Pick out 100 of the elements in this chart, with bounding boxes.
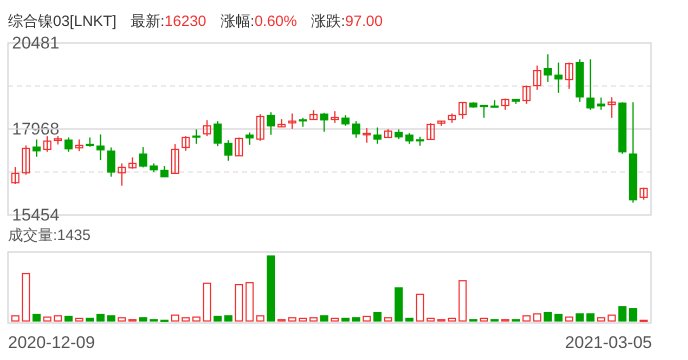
candlestick bbox=[608, 96, 616, 118]
text: 97.00 bbox=[345, 13, 383, 30]
bar bbox=[246, 282, 254, 322]
candlestick bbox=[202, 120, 212, 137]
candlestick bbox=[256, 114, 264, 142]
candlestick bbox=[224, 139, 232, 162]
candlestick bbox=[182, 135, 190, 152]
bar bbox=[298, 318, 307, 322]
bar bbox=[426, 318, 435, 322]
candlestick bbox=[192, 128, 200, 144]
bar bbox=[628, 308, 638, 322]
bar bbox=[224, 315, 232, 322]
bar bbox=[352, 317, 360, 322]
candlestick bbox=[640, 187, 648, 200]
candlestick bbox=[234, 136, 244, 156]
bar bbox=[596, 317, 606, 322]
bar bbox=[554, 314, 563, 322]
bar bbox=[22, 272, 30, 322]
candlestick bbox=[11, 166, 20, 185]
bar bbox=[288, 317, 296, 322]
text: 0.60% bbox=[254, 13, 297, 30]
bar bbox=[256, 315, 264, 322]
candlestick bbox=[75, 138, 84, 152]
candlestick bbox=[266, 112, 276, 136]
bar bbox=[437, 319, 446, 322]
bar bbox=[480, 318, 488, 322]
bar bbox=[96, 314, 105, 322]
text: 2020-12-09 bbox=[8, 333, 95, 352]
bar bbox=[608, 314, 616, 322]
bar bbox=[75, 318, 84, 322]
text: 涨跌: bbox=[310, 13, 346, 30]
text: 16230 bbox=[164, 13, 206, 30]
text: 2021-03-05 bbox=[565, 333, 652, 352]
bar bbox=[118, 317, 126, 322]
bar bbox=[11, 315, 20, 322]
candlestick bbox=[341, 114, 350, 126]
bar bbox=[416, 294, 424, 322]
bar bbox=[32, 314, 41, 322]
bar bbox=[565, 316, 574, 322]
candlestick bbox=[405, 132, 414, 144]
bar bbox=[384, 317, 392, 322]
bar bbox=[533, 313, 542, 322]
candlestick bbox=[394, 128, 403, 140]
candlestick bbox=[288, 112, 296, 130]
candlestick bbox=[86, 136, 94, 148]
bar bbox=[320, 315, 328, 322]
candlestick bbox=[458, 102, 467, 120]
candlestick bbox=[160, 165, 169, 178]
bar bbox=[266, 255, 276, 322]
candlestick bbox=[64, 136, 73, 152]
bar bbox=[522, 315, 531, 322]
bar bbox=[448, 318, 456, 322]
candlestick bbox=[214, 120, 222, 147]
bar bbox=[86, 318, 94, 322]
bar bbox=[586, 313, 595, 322]
candlestick bbox=[448, 112, 456, 124]
bar bbox=[309, 317, 318, 322]
bar bbox=[618, 306, 626, 322]
text: 最新: bbox=[130, 13, 165, 30]
candlestick bbox=[352, 120, 360, 138]
candlestick bbox=[373, 126, 382, 144]
bar bbox=[214, 316, 222, 322]
candlestick bbox=[128, 156, 137, 170]
candlestick bbox=[22, 144, 30, 176]
bar bbox=[64, 316, 73, 322]
candlestick bbox=[320, 112, 328, 132]
bar bbox=[277, 319, 286, 322]
candlestick bbox=[309, 110, 318, 120]
bar bbox=[182, 317, 190, 322]
bar bbox=[54, 315, 62, 322]
candlestick bbox=[426, 122, 435, 140]
bar bbox=[362, 316, 371, 322]
bar bbox=[202, 282, 212, 322]
text: 涨幅: bbox=[220, 13, 254, 30]
candlestick bbox=[96, 134, 105, 161]
candlestick bbox=[586, 58, 595, 111]
candlestick bbox=[362, 127, 371, 144]
candlestick bbox=[565, 62, 574, 90]
bar bbox=[170, 314, 180, 322]
candlestick bbox=[596, 96, 606, 111]
candlestick bbox=[139, 146, 148, 168]
bar bbox=[192, 316, 200, 322]
bar bbox=[458, 280, 467, 322]
bar bbox=[576, 313, 584, 322]
bar bbox=[139, 317, 148, 322]
candlestick bbox=[480, 104, 488, 118]
bar bbox=[107, 315, 116, 322]
bar bbox=[394, 287, 403, 322]
bar bbox=[43, 316, 52, 322]
candlestick bbox=[330, 110, 339, 124]
candlestick bbox=[533, 64, 542, 91]
bar bbox=[341, 318, 350, 322]
chart-title: 综合镍03[LNKT] bbox=[8, 13, 116, 30]
y-tick-label: 15454 bbox=[12, 206, 60, 224]
y-tick-label: 20481 bbox=[12, 34, 60, 52]
bar bbox=[330, 318, 339, 322]
bar bbox=[501, 319, 510, 322]
candlestick bbox=[170, 143, 180, 174]
candlestick bbox=[522, 84, 531, 105]
candlestick bbox=[554, 62, 563, 94]
